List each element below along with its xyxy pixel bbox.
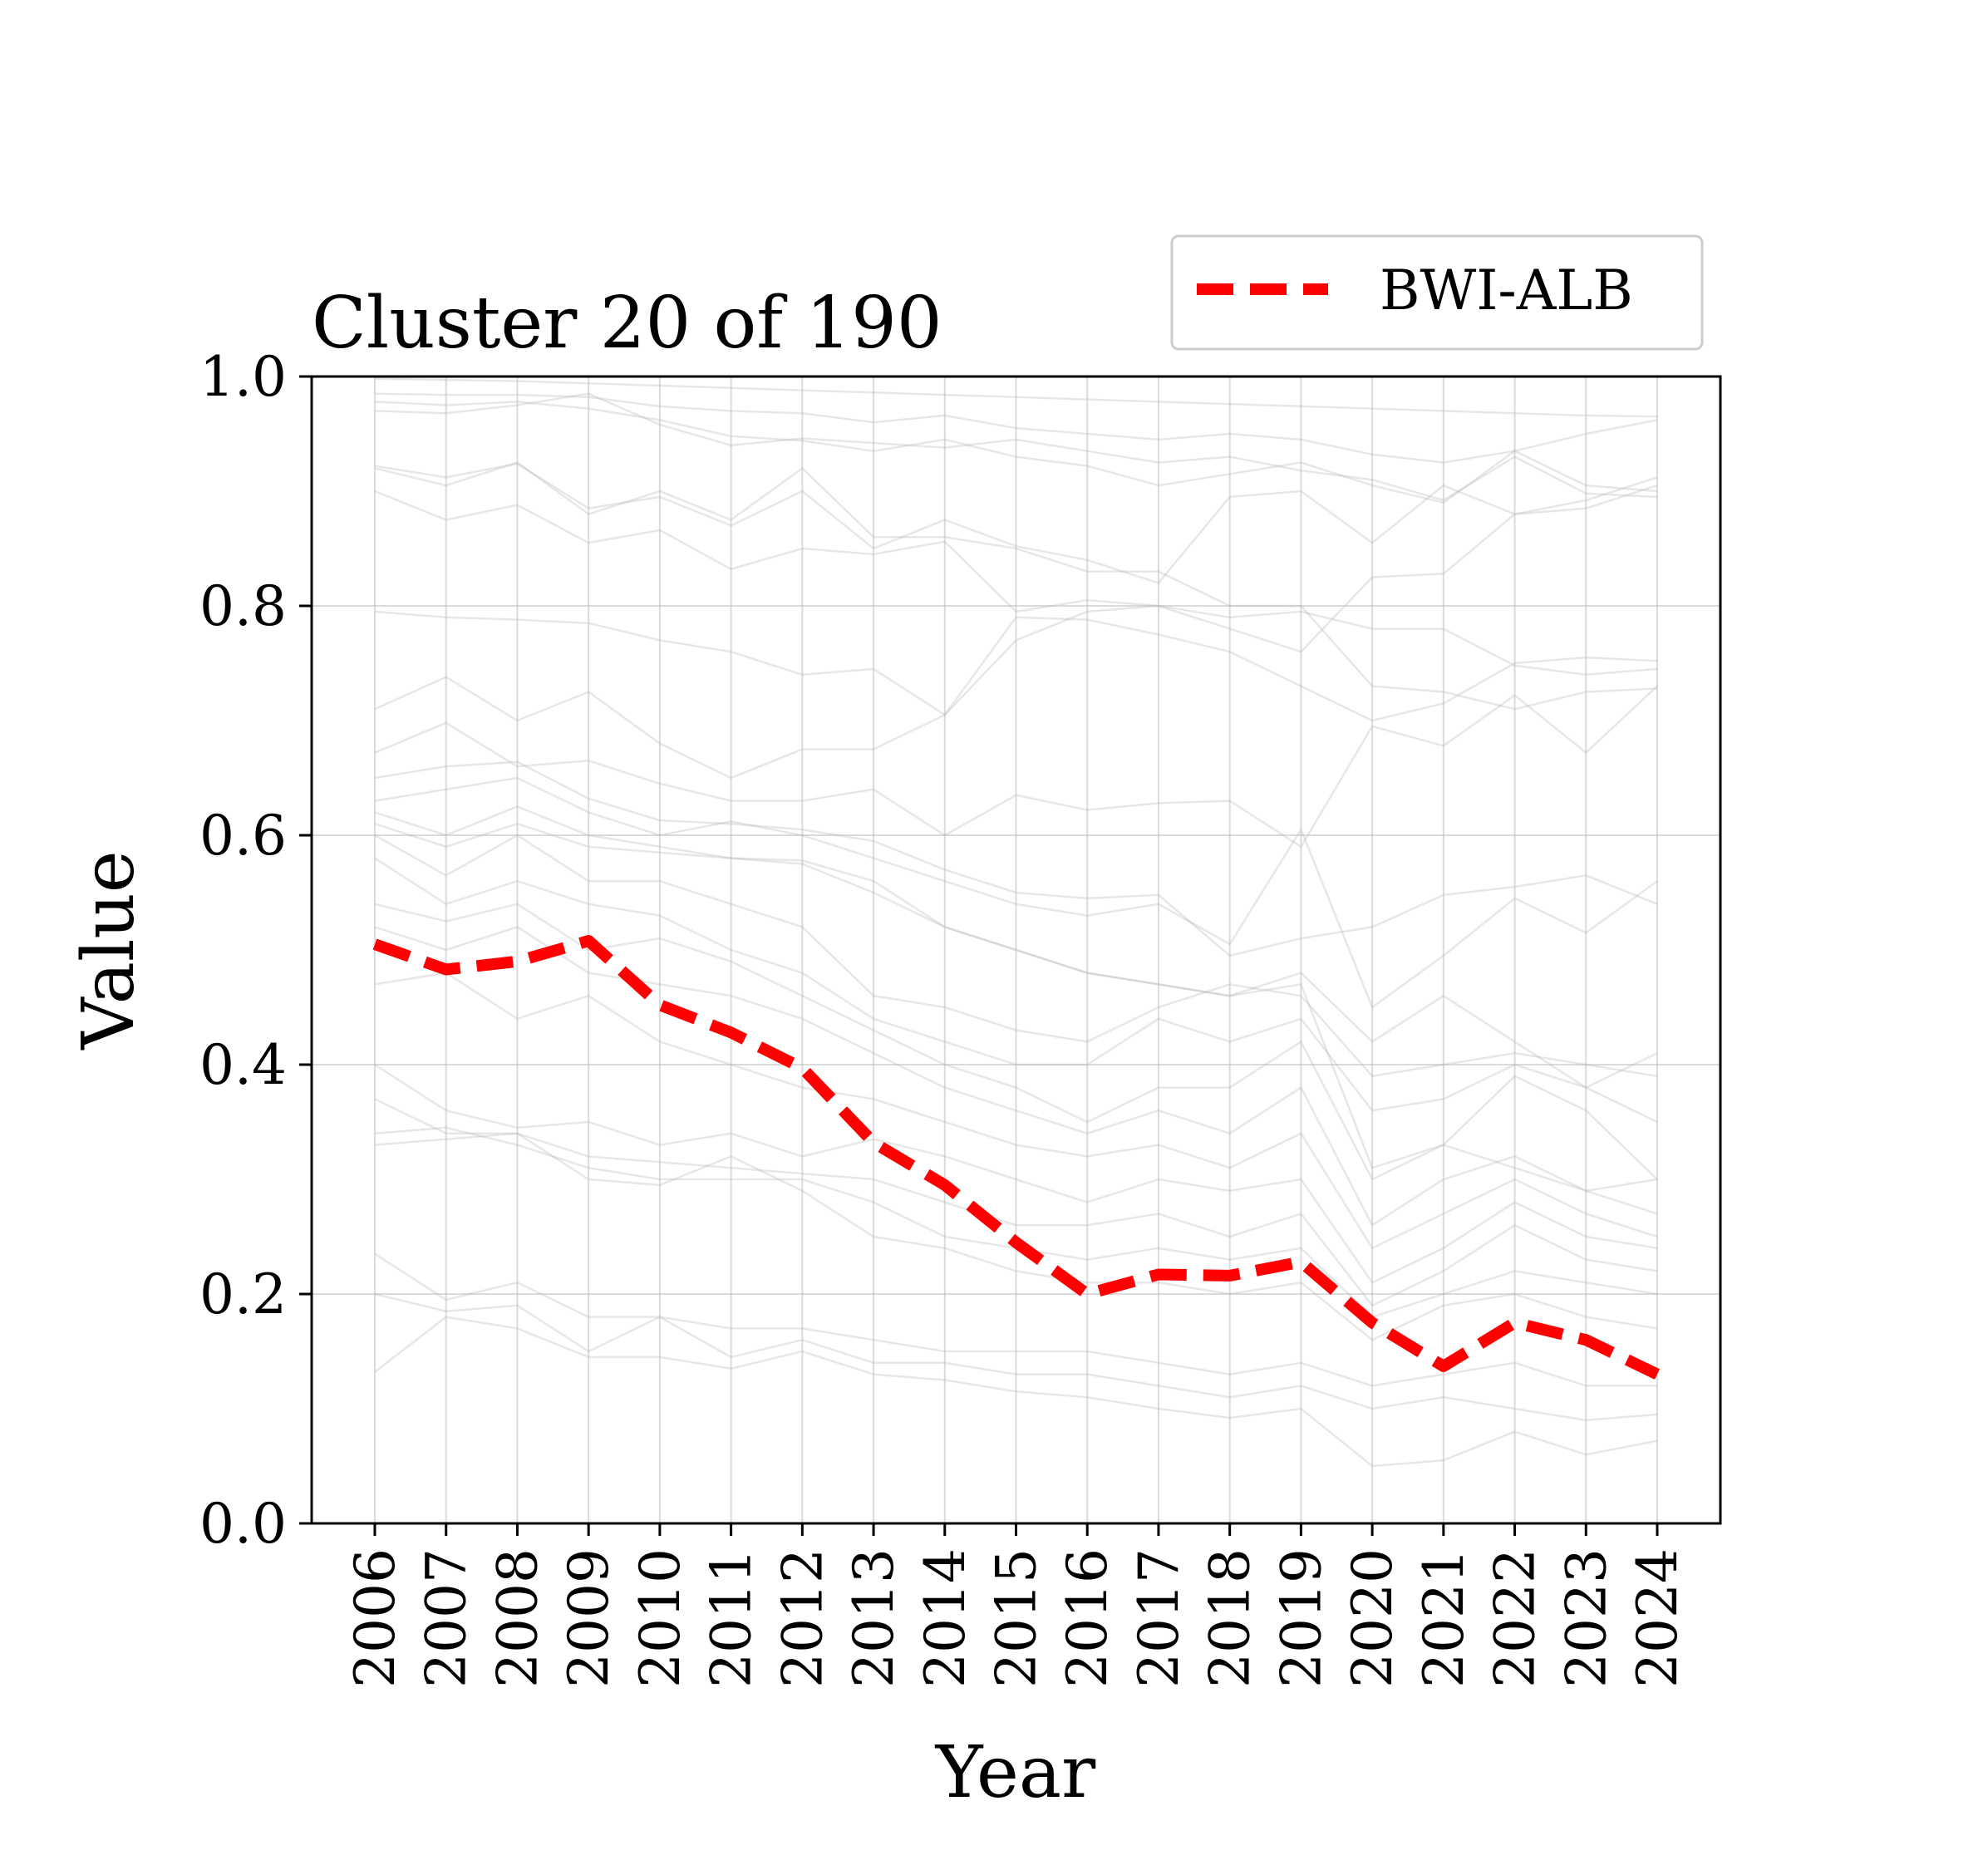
background-series-line (374, 760, 1658, 957)
background-series-line (374, 1132, 1658, 1341)
background-series-line (374, 1098, 1658, 1307)
x-tick-label: 2017 (1127, 1548, 1191, 1688)
x-tick-label: 2011 (700, 1548, 764, 1688)
background-series-group (374, 377, 1658, 1468)
grid-lines (312, 376, 1720, 1524)
background-series-line (374, 685, 1658, 849)
x-tick-label: 2021 (1412, 1548, 1476, 1688)
background-series-line (374, 903, 1658, 1181)
background-series-line (374, 805, 1658, 1090)
background-series-line (374, 926, 1658, 1227)
background-series-line (374, 1292, 1658, 1422)
x-tick-label: 2013 (842, 1548, 906, 1688)
x-tick-label: 2023 (1554, 1548, 1618, 1688)
x-axis-label: Year (935, 1731, 1096, 1814)
x-tick-label: 2015 (985, 1548, 1049, 1688)
background-series-line (374, 392, 1658, 464)
background-series-line (374, 1316, 1658, 1468)
x-tick-label: 2020 (1341, 1548, 1405, 1688)
x-tick-label: 2016 (1056, 1548, 1119, 1688)
background-series-line (374, 1252, 1657, 1387)
background-series-line (374, 484, 1658, 653)
background-series-line (374, 857, 1658, 1124)
background-series-line (374, 610, 1658, 722)
legend: BWI-ALB (1170, 234, 1704, 351)
bwi-alb-series-line (372, 935, 1661, 1380)
y-tick-label: 0.6 (199, 804, 287, 868)
background-series-line (374, 377, 1658, 418)
x-axis-ticks: 2006 2007 2008 2009 2010 2011 2012 2013 2014 2015… (343, 1523, 1690, 1688)
y-tick-label: 0.4 (199, 1033, 287, 1097)
background-series-line (374, 972, 1658, 1250)
background-series-line (374, 461, 1658, 711)
x-tick-label: 2024 (1626, 1548, 1690, 1688)
y-tick-label: 0.2 (199, 1262, 287, 1326)
chart-title: Cluster 20 of 190 (312, 282, 942, 365)
x-tick-label: 2009 (557, 1548, 621, 1688)
y-axis-label: Value (67, 850, 150, 1050)
background-series-line (374, 822, 1658, 1193)
legend-frame (1170, 234, 1704, 351)
x-tick-label: 2022 (1484, 1548, 1548, 1688)
x-tick-label: 2007 (415, 1548, 479, 1688)
y-tick-label: 0.8 (199, 574, 287, 638)
x-tick-label: 2019 (1269, 1548, 1333, 1688)
x-tick-label: 2008 (485, 1548, 549, 1688)
background-series-line (374, 776, 1658, 1009)
x-tick-label: 2012 (770, 1548, 834, 1688)
legend-label: BWI-ALB (1380, 258, 1633, 322)
y-tick-label: 1.0 (199, 345, 287, 409)
y-tick-label: 0.0 (199, 1492, 287, 1556)
y-axis-ticks: 0.0 0.2 0.4 0.6 0.8 1.0 (199, 345, 312, 1556)
background-series-line (374, 604, 1658, 780)
x-tick-label: 2018 (1198, 1548, 1262, 1688)
highlight-series-group (372, 935, 1661, 1380)
x-tick-label: 2010 (628, 1548, 692, 1688)
background-series-line (374, 834, 1658, 1078)
x-tick-label: 2006 (343, 1548, 407, 1688)
background-series-line (374, 462, 1658, 584)
x-tick-label: 2014 (913, 1548, 977, 1688)
background-series-line (374, 401, 1658, 504)
background-series-line (374, 392, 1658, 502)
background-series-line (374, 1063, 1658, 1284)
